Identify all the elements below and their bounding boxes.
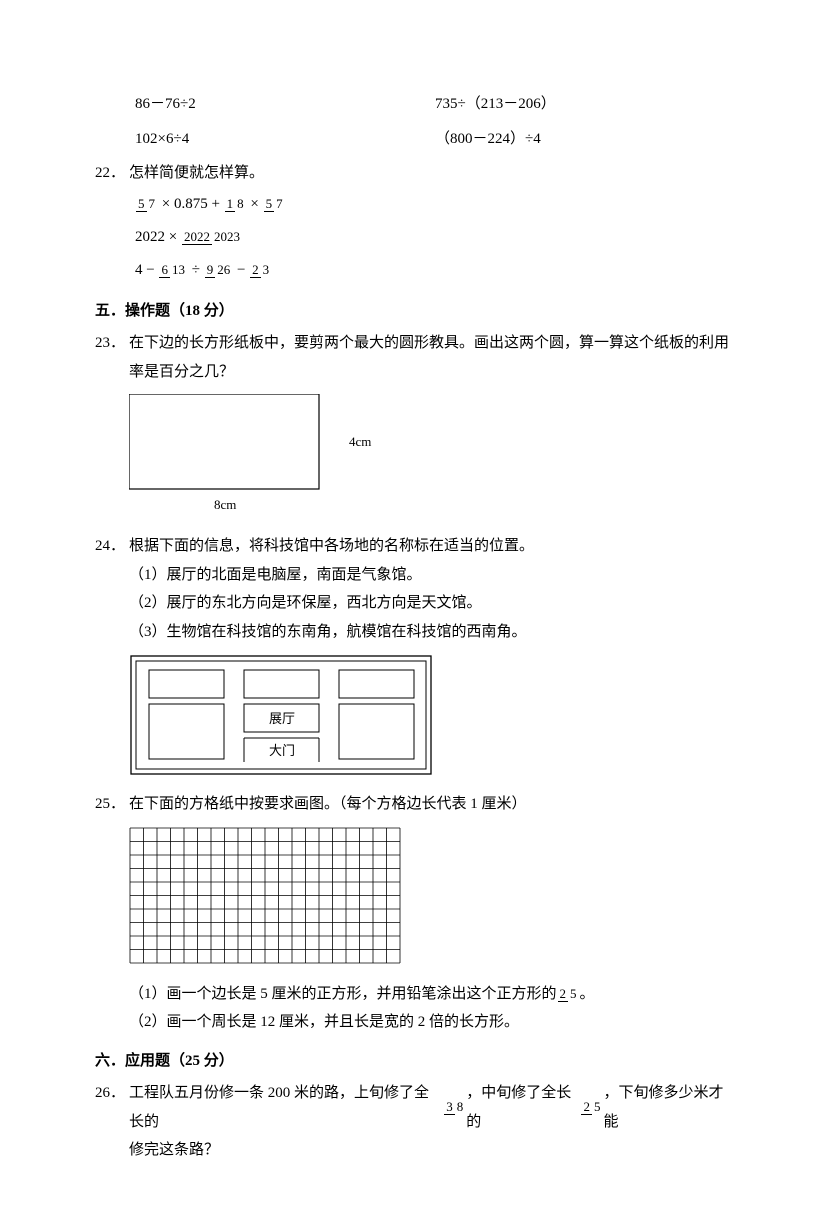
q22-formula-3: 4 − 613 ÷ 926 − 23 (95, 254, 732, 287)
q24-figure: 展厅 大门 (95, 654, 732, 782)
q23-w-label: 8cm (214, 497, 236, 512)
q24-plan-svg: 展厅 大门 (129, 654, 439, 782)
q22-text: 怎样简便就怎样算。 (129, 159, 732, 188)
q23-number: 23． (95, 329, 129, 358)
q25-grid-figure (95, 827, 732, 964)
expr-row-2: 102×6÷4 （800－224）÷4 (95, 125, 732, 154)
q23-text-l2: 率是百分之几？ (95, 358, 732, 387)
section-5-title: 五．操作题（18 分） (95, 297, 732, 326)
frac-9-26: 926 (205, 263, 233, 277)
q23-rect-svg: 4cm 8cm (129, 394, 389, 524)
q24-text: 根据下面的信息，将科技馆中各场地的名称标在适当的位置。 (129, 532, 732, 561)
q25-s1: （1）画一个边长是 5 厘米的正方形，并用铅笔涂出这个正方形的25。 (95, 980, 595, 1009)
q26-number: 26． (95, 1079, 129, 1136)
frac-3-8: 38 (444, 1100, 465, 1114)
frac-2-5b: 25 (581, 1100, 602, 1114)
q24-label-damen: 大门 (269, 743, 295, 758)
q25-text: 在下面的方格纸中按要求画图。（每个方格边长代表 1 厘米） (129, 790, 732, 819)
expr-2-left: 102×6÷4 (95, 125, 435, 154)
q24-label-zhanting: 展厅 (269, 711, 295, 726)
q26: 26． 工程队五月份修一条 200 米的路，上旬修了全长的38，中旬修了全长的2… (95, 1079, 732, 1136)
frac-5-7b: 57 (264, 197, 285, 211)
frac-5-7: 57 (136, 197, 157, 211)
q23-text-l1: 在下边的长方形纸板中，要剪两个最大的圆形教具。画出这两个圆，算一算这个纸板的利用 (129, 329, 732, 358)
expr-row-1: 86－76÷2 735÷（213－206） (95, 90, 732, 119)
frac-1-8: 18 (225, 197, 246, 211)
q24-number: 24． (95, 532, 129, 561)
q25: 25． 在下面的方格纸中按要求画图。（每个方格边长代表 1 厘米） (95, 790, 732, 819)
q24: 24． 根据下面的信息，将科技馆中各场地的名称标在适当的位置。 (95, 532, 732, 561)
q25-s1-after: 。 (580, 980, 595, 1009)
q25-s2: （2）画一个周长是 12 厘米，并且长是宽的 2 倍的长方形。 (95, 1008, 732, 1037)
q26-t3: ，下旬修多少米才能 (603, 1079, 732, 1136)
q25-grid-svg (129, 827, 401, 964)
q22: 22． 怎样简便就怎样算。 (95, 159, 732, 188)
exam-page: 86－76÷2 735÷（213－206） 102×6÷4 （800－224）÷… (0, 0, 827, 1215)
q24-s1: （1）展厅的北面是电脑屋，南面是气象馆。 (95, 561, 732, 590)
q26-t2: ，中旬修了全长的 (466, 1079, 580, 1136)
frac-2-3: 23 (250, 263, 271, 277)
q23-figure: 4cm 8cm (95, 394, 732, 524)
q26-line1: 工程队五月份修一条 200 米的路，上旬修了全长的38，中旬修了全长的25，下旬… (129, 1079, 732, 1136)
expr-1-right: 735÷（213－206） (435, 90, 732, 119)
frac-2-5: 25 (558, 987, 579, 1001)
frac-6-13: 613 (159, 263, 187, 277)
q26-t1: 工程队五月份修一条 200 米的路，上旬修了全长的 (129, 1079, 443, 1136)
q22-formula-2: 2022 × 20222023 (95, 221, 732, 254)
expr-1-left: 86－76÷2 (95, 90, 435, 119)
q22-formula-1: 57 × 0.875 + 18 × 57 (95, 188, 732, 221)
section-6-title: 六．应用题（25 分） (95, 1047, 732, 1076)
q26-line2: 修完这条路？ (95, 1136, 732, 1165)
expr-2-right: （800－224）÷4 (435, 125, 732, 154)
q24-s3: （3）生物馆在科技馆的东南角，航模馆在科技馆的西南角。 (95, 618, 732, 647)
q22-number: 22． (95, 159, 129, 188)
q25-s1-before: （1）画一个边长是 5 厘米的正方形，并用铅笔涂出这个正方形的 (129, 980, 557, 1009)
q24-s2: （2）展厅的东北方向是环保屋，西北方向是天文馆。 (95, 589, 732, 618)
q23-h-label: 4cm (349, 434, 371, 449)
q23: 23． 在下边的长方形纸板中，要剪两个最大的圆形教具。画出这两个圆，算一算这个纸… (95, 329, 732, 358)
frac-2022-2023: 20222023 (182, 230, 242, 244)
q25-number: 25． (95, 790, 129, 819)
